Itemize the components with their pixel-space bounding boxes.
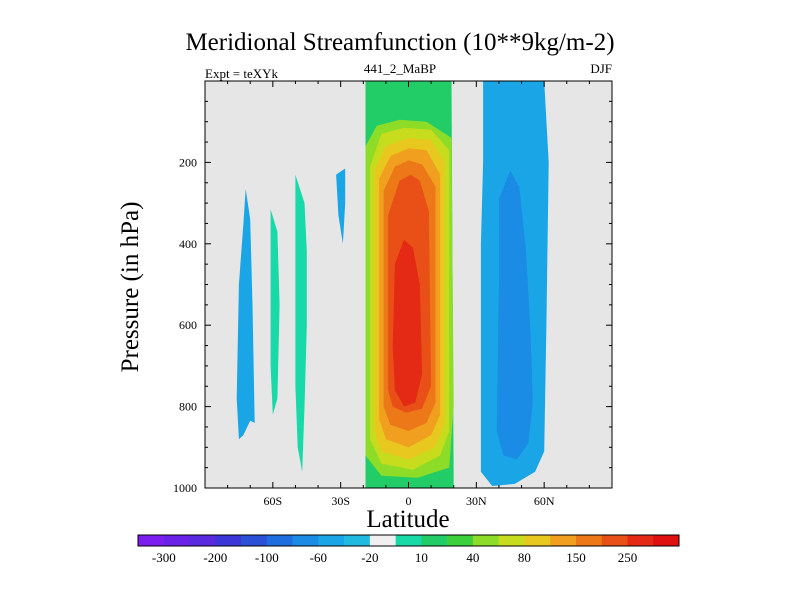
ferrel-cell-negative-region bbox=[496, 170, 533, 460]
colorbar: -300 -200 -100 -60 -20 10 40 80 150 250 bbox=[137, 534, 680, 565]
colorbar-label: 150 bbox=[566, 550, 586, 565]
colorbar-swatch bbox=[601, 535, 628, 546]
contour-fills bbox=[236, 81, 549, 488]
colorbar-swatch bbox=[138, 535, 165, 546]
y-tick-label: 1000 bbox=[173, 481, 197, 495]
colorbar-label: -60 bbox=[310, 550, 327, 565]
colorbar-swatch bbox=[627, 535, 654, 546]
colorbar-swatch bbox=[163, 535, 190, 546]
colorbar-label: -20 bbox=[361, 550, 378, 565]
colorbar-swatch bbox=[318, 535, 345, 546]
colorbar-swatch bbox=[292, 535, 319, 546]
colorbar-label: 250 bbox=[618, 550, 638, 565]
y-tick-label: 600 bbox=[179, 318, 197, 332]
colorbar-swatch bbox=[447, 535, 474, 546]
x-tick-label: 60S bbox=[263, 494, 282, 508]
x-axis: 60S 30S 0 30N 60N bbox=[227, 81, 590, 508]
case-label: 441_2_MaBP bbox=[363, 61, 437, 76]
colorbar-label: 10 bbox=[415, 550, 428, 565]
colorbar-swatch bbox=[575, 535, 603, 546]
colorbar-swatch bbox=[189, 535, 216, 546]
southern-cell-negative-region bbox=[336, 168, 346, 244]
colorbar-swatch bbox=[395, 535, 422, 546]
experiment-label: Expt = teXYk bbox=[205, 66, 279, 81]
colorbar-swatch bbox=[266, 535, 293, 546]
colorbar-swatch bbox=[550, 535, 577, 546]
colorbar-swatch bbox=[421, 535, 448, 546]
southern-cell-negative-region bbox=[236, 188, 255, 440]
colorbar-frame bbox=[137, 534, 680, 547]
colorbar-swatch bbox=[524, 535, 551, 546]
colorbar-label: -300 bbox=[152, 550, 176, 565]
colorbar-swatch bbox=[498, 535, 525, 546]
colorbar-label: -100 bbox=[255, 550, 279, 565]
colorbar-swatch bbox=[344, 535, 371, 546]
y-tick-label: 400 bbox=[179, 237, 197, 251]
colorbar-swatch bbox=[369, 535, 396, 546]
chart-title: Meridional Streamfunction (10**9kg/m-2) bbox=[185, 29, 615, 56]
x-tick-label: 30N bbox=[466, 494, 487, 508]
x-tick-label: 0 bbox=[406, 494, 412, 508]
hadley-cell-positive-region bbox=[392, 239, 423, 407]
colorbar-swatch bbox=[241, 535, 268, 546]
y-axis: 200 400 600 800 1000 bbox=[173, 100, 612, 495]
southern-cell-positive-region bbox=[270, 209, 280, 415]
y-tick-label: 200 bbox=[179, 155, 197, 169]
x-tick-label: 30S bbox=[331, 494, 350, 508]
y-tick-label: 800 bbox=[179, 400, 197, 414]
season-label: DJF bbox=[590, 61, 612, 76]
colorbar-swatch bbox=[472, 535, 499, 546]
y-axis-label: Pressure (in hPa) bbox=[117, 202, 144, 373]
colorbar-swatch bbox=[653, 535, 680, 546]
southern-cell-positive-region bbox=[295, 174, 307, 472]
colorbar-label: 80 bbox=[518, 550, 531, 565]
colorbar-swatch bbox=[215, 535, 242, 546]
colorbar-label: 40 bbox=[466, 550, 479, 565]
colorbar-label: -200 bbox=[203, 550, 227, 565]
x-tick-label: 60N bbox=[534, 494, 555, 508]
x-axis-label: Latitude bbox=[366, 506, 449, 533]
